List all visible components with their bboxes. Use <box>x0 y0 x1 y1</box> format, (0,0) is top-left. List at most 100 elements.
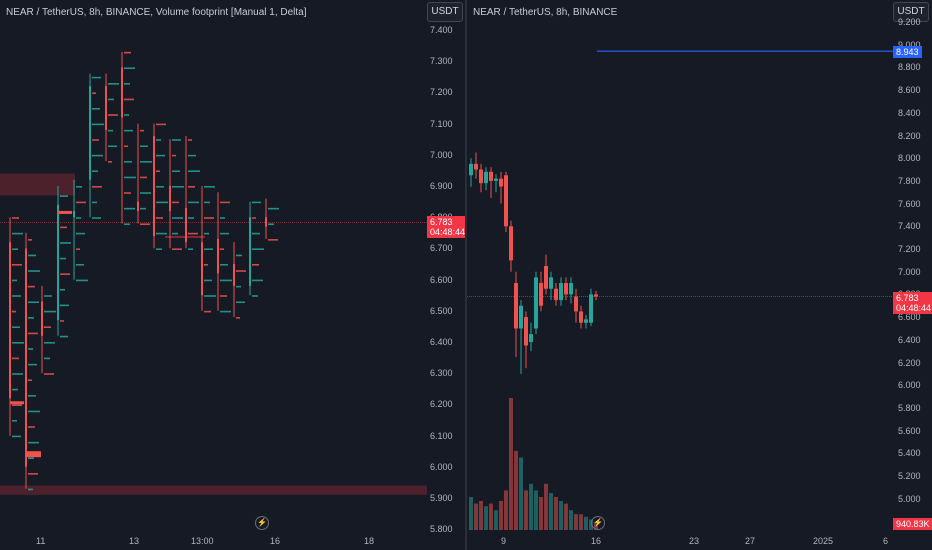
left-time-tick: 13:00 <box>191 536 214 546</box>
right-time-tick: 9 <box>501 536 507 546</box>
footprint-body <box>89 86 91 180</box>
footprint-cell <box>124 192 131 194</box>
footprint-cell <box>12 232 23 235</box>
left-currency-button[interactable]: USDT <box>427 2 463 22</box>
footprint-cell <box>252 279 263 282</box>
left-price-tick: 7.200 <box>430 87 453 98</box>
footprint-cell <box>28 473 38 475</box>
horizontal-line-price-tag: 8.943 <box>893 46 922 58</box>
footprint-chart-canvas[interactable] <box>0 0 465 550</box>
candle-body <box>574 296 578 312</box>
footprint-body <box>265 217 267 227</box>
volume-bar <box>569 510 573 530</box>
candle-body <box>479 169 483 184</box>
footprint-cell <box>124 114 129 116</box>
footprint-body <box>249 217 251 286</box>
candle-body <box>584 319 588 323</box>
footprint-body <box>105 86 107 130</box>
left-chart-title: NEAR / TetherUS, 8h, BINANCE, Volume foo… <box>6 7 307 18</box>
left-price-tick: 6.600 <box>430 274 453 285</box>
candle-body <box>569 283 573 295</box>
footprint-body <box>9 242 11 399</box>
left-price-tick: 6.400 <box>430 337 453 347</box>
right-price-tick: 6.400 <box>898 334 921 345</box>
footprint-cell <box>60 288 65 291</box>
footprint-cell <box>188 201 199 204</box>
footprint-cell <box>172 186 184 188</box>
footprint-cell <box>28 254 36 257</box>
footprint-cell <box>12 373 23 375</box>
footprint-body <box>73 210 75 218</box>
footprint-cell <box>44 295 52 297</box>
left-price-tick: 6.900 <box>430 181 453 191</box>
right-price-tick: 7.200 <box>898 244 921 254</box>
footprint-cell <box>204 279 212 282</box>
footprint-cell <box>108 129 113 132</box>
footprint-cell <box>12 435 21 438</box>
footprint-cell <box>268 207 279 210</box>
footprint-cell <box>44 373 54 375</box>
left-time-tick: 11 <box>36 536 46 546</box>
footprint-cell <box>204 217 214 219</box>
footprint-cell <box>12 388 18 391</box>
footprint-cell <box>124 223 130 226</box>
footprint-cell <box>156 232 167 235</box>
right-time-tick: 27 <box>745 536 756 546</box>
footprint-cell <box>28 363 37 366</box>
candle-body <box>474 163 478 170</box>
footprint-body <box>169 186 171 211</box>
footprint-body <box>121 67 123 118</box>
footprint-cell <box>252 295 258 297</box>
footprint-body <box>233 264 235 286</box>
footprint-cell <box>92 108 100 110</box>
pane-divider[interactable] <box>465 0 467 550</box>
footprint-body <box>201 242 203 296</box>
footprint-cell <box>76 186 82 188</box>
footprint-cell <box>156 170 160 172</box>
candle-body <box>469 163 473 176</box>
candle-body <box>524 317 528 346</box>
lightning-icon[interactable]: ⚡ <box>591 516 605 530</box>
footprint-cell <box>236 301 245 304</box>
right-price-tick: 6.200 <box>898 357 921 368</box>
footprint-cell <box>12 326 20 328</box>
footprint-cell <box>156 186 164 188</box>
footprint-cell <box>204 248 213 250</box>
right-price-tick: 5.200 <box>898 471 921 481</box>
right-time-tick: 23 <box>689 536 700 546</box>
footprint-cell <box>124 145 128 148</box>
volume-bar <box>529 483 533 530</box>
footprint-cell <box>28 410 40 413</box>
footprint-cell <box>236 285 241 288</box>
volume-bar <box>564 503 568 530</box>
footprint-cell <box>28 348 33 350</box>
footprint-cell <box>28 239 32 241</box>
footprint-cell <box>28 426 35 428</box>
footprint-cell <box>188 217 194 219</box>
right-currency-button[interactable]: USDT <box>893 2 929 22</box>
candle-body <box>564 283 568 295</box>
volume-bar <box>534 490 538 530</box>
right-countdown: 04:48:44 <box>896 303 932 313</box>
footprint-cell <box>156 248 162 250</box>
candlestick-chart-canvas[interactable] <box>467 0 932 550</box>
candle-body <box>519 305 523 329</box>
footprint-cell <box>252 248 264 250</box>
footprint-cell <box>12 420 17 422</box>
footprint-cell <box>12 342 24 344</box>
footprint-cell <box>12 248 18 250</box>
left-price-tick: 7.400 <box>430 25 453 35</box>
footprint-cell <box>156 154 165 157</box>
volume-bar <box>544 483 548 530</box>
lightning-icon[interactable]: ⚡ <box>255 516 269 530</box>
footprint-cell <box>156 217 163 219</box>
footprint-cell <box>124 161 132 163</box>
right-chart-pane[interactable]: NEAR / TetherUS, 8h, BINANCE USDT 9.200 9… <box>467 0 932 550</box>
footprint-cell <box>28 457 34 460</box>
footprint-cell <box>220 264 228 266</box>
right-price-tick: 7.000 <box>898 266 921 277</box>
footprint-cell <box>12 357 19 360</box>
footprint-body <box>137 201 139 211</box>
left-chart-pane[interactable]: NEAR / TetherUS, 8h, BINANCE, Volume foo… <box>0 0 465 550</box>
left-time-tick: 16 <box>270 536 281 546</box>
